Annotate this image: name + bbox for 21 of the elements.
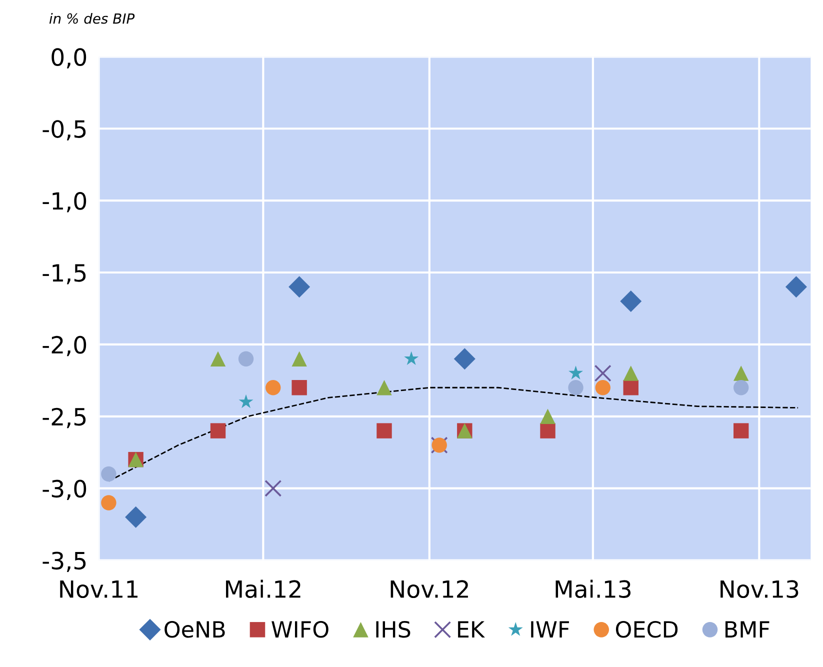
y-axis-title: in % des BIP (49, 13, 135, 24)
y-tick-label: -0,5 (42, 120, 86, 140)
y-tick-label: -3,0 (42, 480, 86, 500)
legend-label: OeNB (164, 620, 225, 638)
legend-label: IHS (376, 620, 410, 638)
legend-label: OECD (616, 620, 678, 638)
legend-label: WIFO (272, 620, 328, 638)
y-tick-label: -3,5 (42, 552, 86, 572)
legend-label: BMF (725, 621, 770, 638)
x-tick-label: Nov.13 (720, 580, 798, 598)
x-tick-label: Mai.13 (556, 580, 631, 598)
y-tick-label: -1,5 (42, 264, 86, 284)
x-tick-label: Nov.12 (390, 580, 468, 598)
y-tick-label: -2,5 (42, 408, 86, 428)
y-tick-label: -2,0 (42, 336, 86, 356)
legend-label: IWF (531, 621, 569, 638)
y-tick-label: 0,0 (52, 48, 86, 68)
x-tick-label: Nov.11 (60, 580, 138, 598)
y-tick-label: -1,0 (42, 192, 86, 212)
x-tick-label: Mai.12 (226, 580, 300, 598)
legend-label: EK (458, 621, 485, 638)
